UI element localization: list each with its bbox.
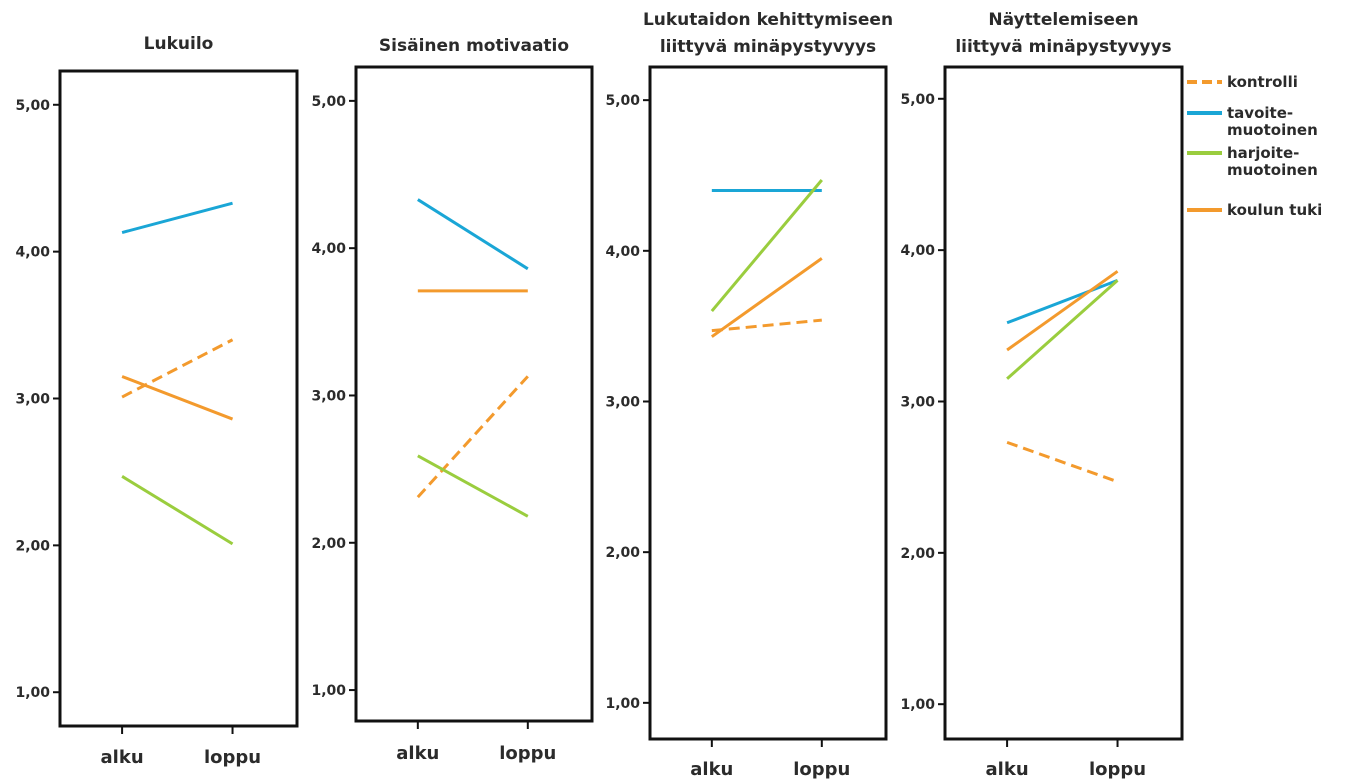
chart-title-line: Lukuilo [144,34,214,54]
y-tick-label: 5,00 [605,93,640,109]
y-tick-label: 2,00 [900,546,935,562]
y-tick-label: 1,00 [605,696,640,712]
x-category-label: loppu [1089,759,1146,780]
chart-panel-3: Lukutaidon kehittymiseen liittyvä minäpys… [605,10,893,780]
chart-panel-4: Näyttelemiseen liittyvä minäpystyvyys 1,00… [900,10,1184,780]
y-tick-label: 2,00 [15,538,50,554]
legend-label-tavoite: muotoinen [1227,121,1318,139]
y-tick-label: 1,00 [900,697,935,713]
legend-label-kontrolli: kontrolli [1227,73,1298,91]
chart-title-line: Sisäinen motivaatio [379,36,569,56]
series-line-koulun [710,257,823,338]
series-line-harjoite [121,475,234,546]
series-line-koulun [1006,270,1119,352]
series-line-harjoite [417,454,529,518]
series-line-kontrolli [121,338,234,399]
y-tick-label: 4,00 [605,244,640,260]
y-tick-label: 3,00 [15,392,50,408]
plot-frame [943,65,1184,741]
plot-frame [648,65,888,741]
series-line-kontrolli [711,318,822,333]
series-line-kontrolli [1006,440,1119,484]
series-line-kontrolli [416,375,529,499]
x-category-label: loppu [793,759,850,780]
y-tick-label: 3,00 [311,388,346,404]
legend-label-harjoite: muotoinen [1227,161,1318,179]
series-line-tavoite [1006,279,1119,325]
chart-title-line: liittyvä minäpystyvyys [660,37,876,57]
plot-frame [354,65,594,723]
x-category-label: alku [690,759,733,780]
y-tick-label: 1,00 [311,683,346,699]
chart-title-line: Näyttelemiseen [988,10,1138,30]
y-tick-label: 5,00 [15,98,50,114]
series-line-koulun [121,375,234,421]
chart-title-line: Lukutaidon kehittymiseen [643,10,893,30]
y-tick-label: 2,00 [311,536,346,552]
y-tick-label: 3,00 [605,394,640,410]
chart-panel-2: Sisäinen motivaatio 1,00 2,00 3,00 4,00 5,00 a… [311,36,594,764]
series-line-harjoite [1006,279,1119,380]
x-category-label: loppu [204,747,261,768]
x-category-label: alku [986,759,1029,780]
y-tick-label: 3,00 [900,394,935,410]
x-category-label: alku [396,743,439,764]
y-tick-label: 4,00 [900,243,935,259]
series-line-harjoite [710,179,823,313]
chart-title-line: liittyvä minäpystyvyys [955,37,1171,57]
y-tick-label: 4,00 [311,241,346,257]
legend: kontrollitavoite-muotoinenharjoite-muoto… [1187,73,1322,219]
y-tick-label: 5,00 [311,94,346,110]
legend-label-harjoite: harjoite- [1227,144,1299,162]
x-category-label: loppu [499,743,556,764]
legend-label-koulun: koulun tuki [1227,201,1322,219]
x-category-label: alku [101,747,144,768]
series-line-tavoite [121,201,233,234]
legend-label-tavoite: tavoite- [1227,104,1293,122]
y-tick-label: 1,00 [15,685,50,701]
series-line-tavoite [417,198,529,271]
y-tick-label: 5,00 [900,92,935,108]
y-tick-label: 4,00 [15,245,50,261]
y-tick-label: 2,00 [605,545,640,561]
chart-panel-1: Lukuilo 1,00 2,00 3,00 4,00 5,00 alku loppu [15,34,299,768]
